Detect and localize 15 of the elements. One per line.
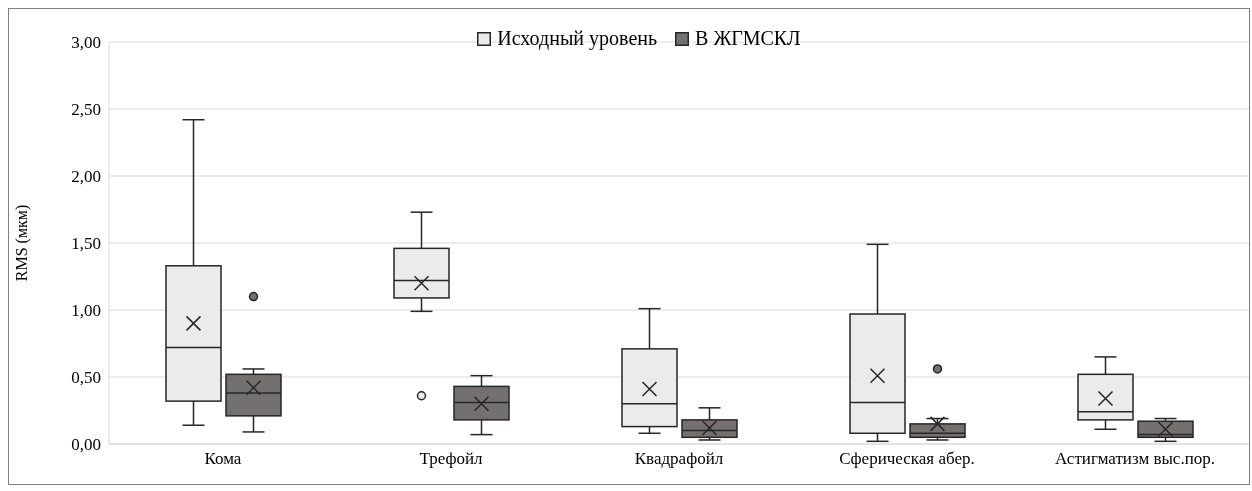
legend-label: В ЖГМСКЛ (695, 27, 801, 50)
x-tick-label: Трефойл (419, 449, 484, 469)
y-tick-label: 0,00 (71, 435, 101, 455)
legend-label: Исходный уровень (497, 27, 658, 50)
y-tick-label: 3,00 (71, 33, 101, 53)
x-tick-label: Астигматизм выс.пор. (1054, 449, 1216, 469)
x-tick-label: Сферическая абер. (839, 449, 975, 469)
y-tick-label: 2,50 (71, 100, 101, 120)
y-tick-label: 1,50 (71, 234, 101, 254)
y-axis-title: RMS (мкм) (12, 204, 31, 282)
x-tick-label: Кома (204, 449, 242, 469)
y-tick-label: 2,00 (71, 167, 101, 187)
y-tick-label: 1,00 (71, 301, 101, 321)
y-tick-label: 0,50 (71, 368, 101, 388)
x-tick-label: Квадрафойл (634, 449, 724, 469)
